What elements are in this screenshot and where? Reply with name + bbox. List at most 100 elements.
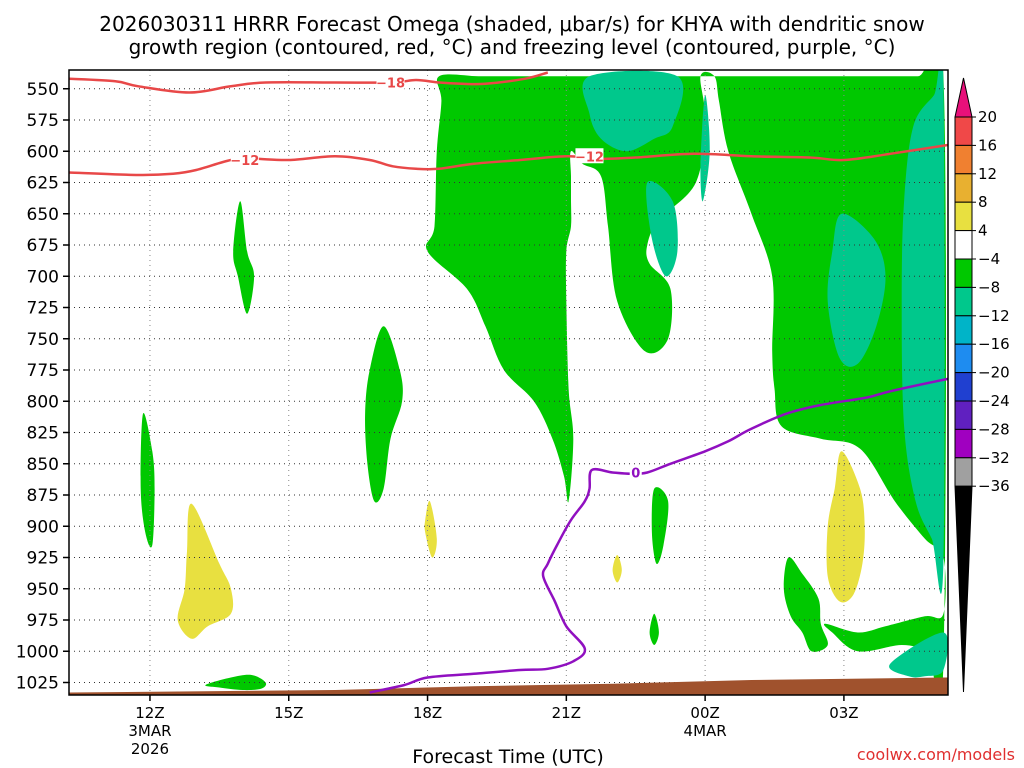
plot-grid <box>69 70 948 695</box>
y-tick-label: 650 <box>27 205 59 225</box>
colorbar-label: −4 <box>978 250 1000 268</box>
colorbar-swatch <box>954 343 973 374</box>
colorbar-label: −16 <box>978 335 1010 353</box>
y-tick-label: 1000 <box>16 642 59 662</box>
y-tick-label: 850 <box>27 455 59 475</box>
omega-region-9 <box>700 94 710 202</box>
omega-region-15 <box>424 500 437 558</box>
plot-frame <box>68 69 949 696</box>
x-tick-label: 12Z <box>135 704 164 722</box>
colorbar-label: −32 <box>978 449 1010 467</box>
colorbar-label: 16 <box>978 136 997 154</box>
omega-region-11 <box>827 213 886 367</box>
y-tick-label: 875 <box>27 486 59 506</box>
y-tick-label: 550 <box>27 80 59 100</box>
colorbar-top-arrow <box>954 77 973 118</box>
colorbar-swatch <box>954 400 973 430</box>
y-tick-label: 575 <box>27 111 59 131</box>
y-tick-label: 975 <box>27 611 59 631</box>
omega-region-3 <box>365 326 403 503</box>
contour-label-bg <box>376 74 405 90</box>
colorbar-label: 20 <box>978 108 997 126</box>
omega-region-17 <box>826 451 865 603</box>
chart-title-line1: 2026030311 HRRR Forecast Omega (shaded, … <box>99 12 924 36</box>
omega-region-5 <box>651 487 669 565</box>
colorbar-label: −28 <box>978 420 1010 438</box>
y-tick-label: 600 <box>27 142 59 162</box>
y-tick-label: 800 <box>27 392 59 412</box>
x-tick-date: 3MAR <box>128 722 171 740</box>
contour-label: −18 <box>376 77 405 92</box>
chart-title-line2: growth region (contoured, red, °C) and f… <box>129 35 896 59</box>
omega-shading <box>140 70 948 695</box>
x-tick-label: 03Z <box>829 704 858 722</box>
x-tick-year: 2026 <box>131 740 169 758</box>
x-tick-label: 21Z <box>552 704 581 722</box>
freezing-level-contour <box>369 377 948 694</box>
omega-region-4 <box>205 674 267 691</box>
y-tick-label: 700 <box>27 267 59 287</box>
omega-region-7 <box>783 557 828 652</box>
x-axis-label: Forecast Time (UTC) <box>412 746 603 768</box>
x-tick-label: 18Z <box>413 704 442 722</box>
contour-lines <box>69 71 948 694</box>
omega-region-16 <box>612 555 622 583</box>
colorbar-swatch <box>954 144 973 175</box>
y-tick-label: 725 <box>27 299 59 319</box>
colorbar-swatch <box>954 315 973 345</box>
omega-region-8 <box>582 70 684 152</box>
contour-label: −12 <box>230 154 259 169</box>
y-tick-label: 775 <box>27 361 59 381</box>
colorbar-label: 8 <box>978 193 988 211</box>
colorbar-swatch <box>954 286 973 317</box>
x-tick-label: 00Z <box>690 704 719 722</box>
colorbar-swatch <box>954 173 973 203</box>
omega-region-0 <box>426 70 947 695</box>
colorbar-swatch <box>954 457 973 487</box>
contour-label-bg <box>629 464 642 480</box>
omega-region-1 <box>233 201 255 314</box>
y-tick-label: 1025 <box>16 674 59 694</box>
y-tick-label: 825 <box>27 424 59 444</box>
terrain-fill <box>69 677 948 695</box>
colorbar-label: −36 <box>978 477 1010 495</box>
x-tick-date: 4MAR <box>684 722 727 740</box>
colorbar-bottom-arrow <box>954 485 973 693</box>
contour-label-bg <box>230 152 259 167</box>
colorbar-swatch <box>954 258 973 288</box>
temperature-contour <box>69 71 549 94</box>
omega-region-14 <box>177 503 234 639</box>
y-tick-label: 625 <box>27 174 59 194</box>
contour-label: −12 <box>575 150 604 165</box>
colorbar-swatch <box>954 372 973 402</box>
y-tick-label: 925 <box>27 549 59 569</box>
contour-label-bg <box>575 148 604 164</box>
colorbar-label: −12 <box>978 307 1010 325</box>
x-tick-label: 15Z <box>274 704 303 722</box>
colorbar-swatch <box>954 116 973 146</box>
contour-labels: −18 −12 −12 0 <box>230 74 642 482</box>
y-tick-label: 900 <box>27 517 59 537</box>
terrain-ground <box>69 677 948 695</box>
colorbar-label: 12 <box>978 165 997 183</box>
omega-region-6 <box>649 613 659 645</box>
contour-label: 0 <box>631 467 640 482</box>
colorbar-swatch <box>954 428 973 459</box>
omega-region-13 <box>889 632 948 678</box>
omega-region-12 <box>901 70 945 594</box>
colorbar-label: −8 <box>978 278 1000 296</box>
colorbar-label: −20 <box>978 364 1010 382</box>
colorbar-label: 4 <box>978 222 988 240</box>
y-tick-label: 675 <box>27 236 59 256</box>
colorbar: 20 16 12 8 4 −4 −8 −12 −16 −20 −24 −28 −32 −36 <box>954 77 1010 693</box>
y-tick-label: 950 <box>27 580 59 600</box>
omega-region-2 <box>140 412 155 548</box>
colorbar-label: −24 <box>978 392 1010 410</box>
credit-text: coolwx.com/models <box>857 745 1015 764</box>
colorbar-swatch <box>954 230 973 260</box>
y-axis: 550 575 600 625 650 675 700 725 750 775 800 825 850 8… <box>16 80 69 694</box>
y-tick-label: 750 <box>27 330 59 350</box>
colorbar-swatch <box>954 201 973 232</box>
